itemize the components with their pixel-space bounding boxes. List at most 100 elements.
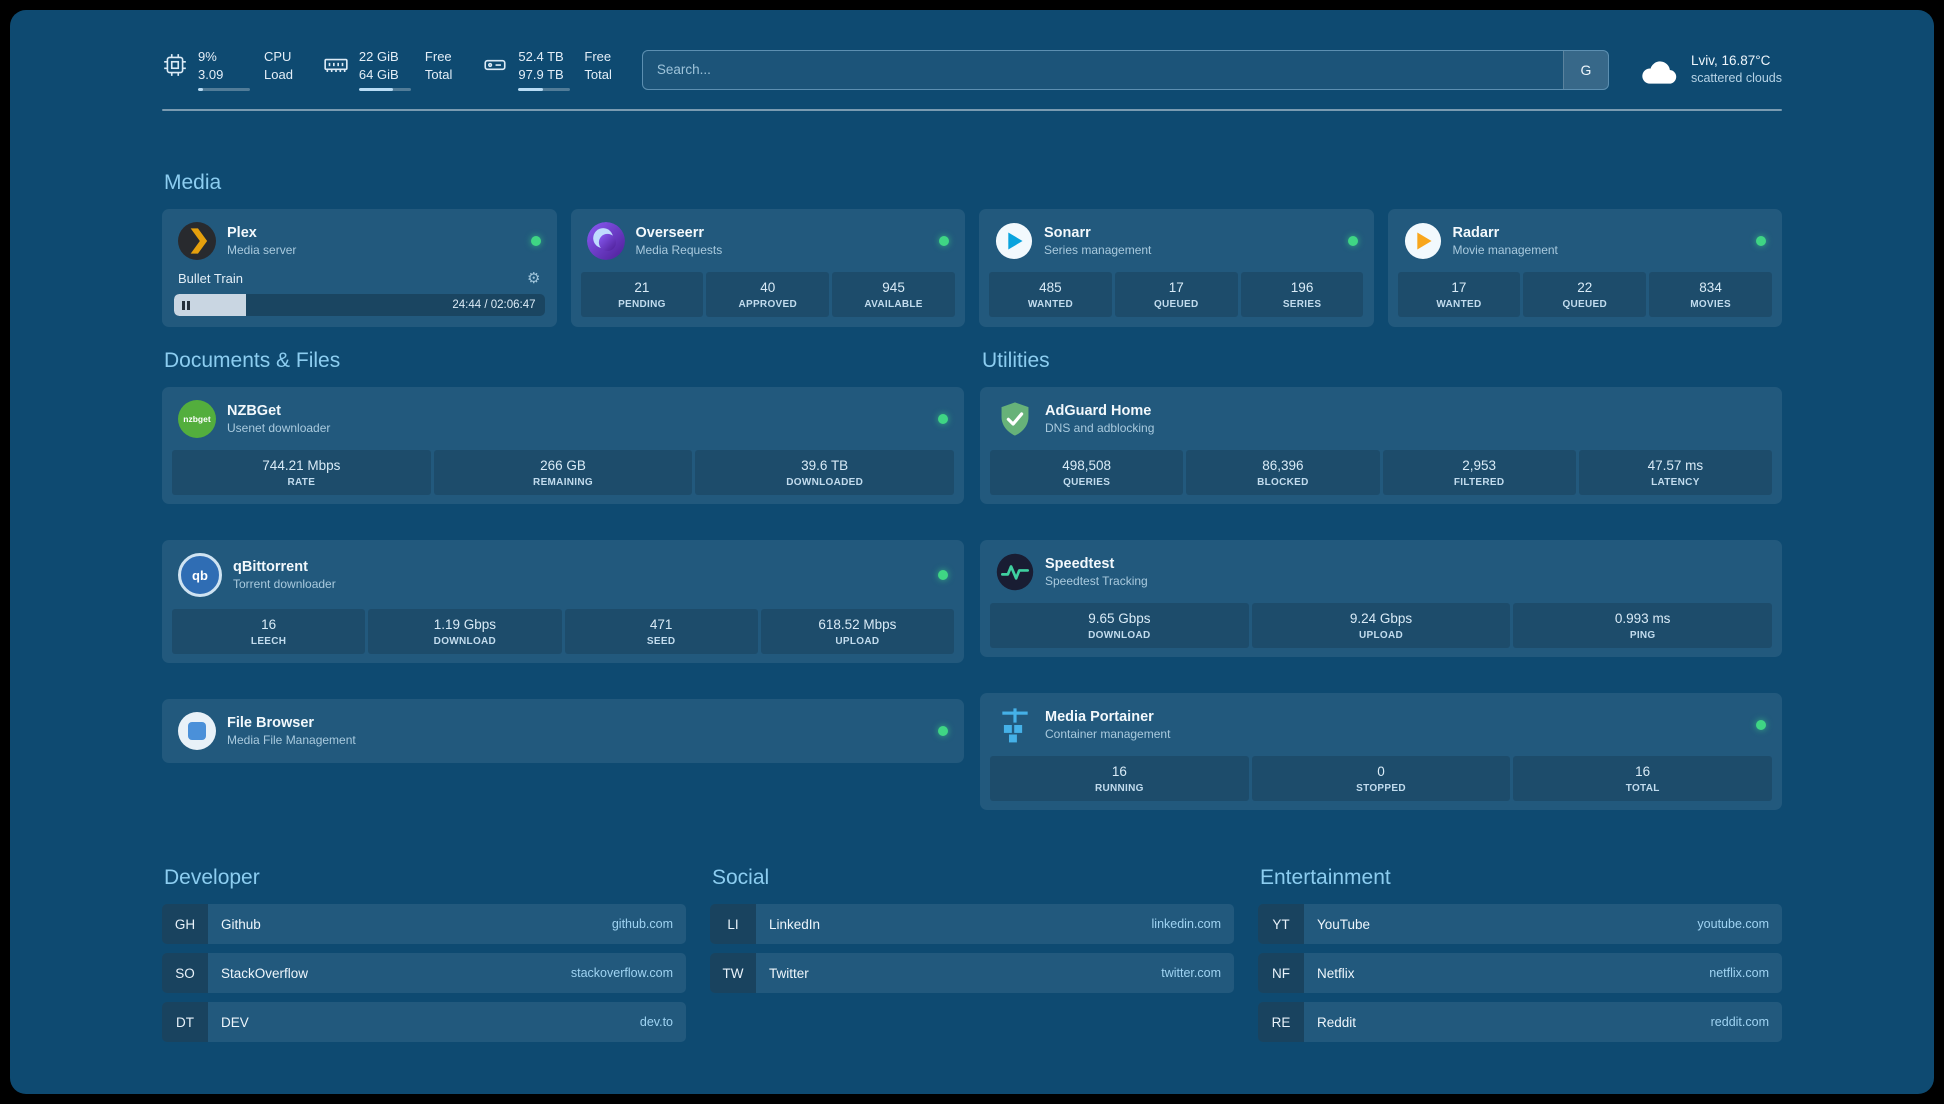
stat-pending: 21 PENDING [580, 272, 704, 318]
playback-time: 24:44 / 02:06:47 [452, 299, 536, 312]
service-link-overseerr[interactable]: Overseerr Media Requests [581, 218, 956, 264]
bookmarks: Developer GH Github github.com SO StackO… [162, 866, 1782, 1094]
stat-leech: 16 LEECH [172, 609, 366, 655]
stat-value: 945 [882, 280, 905, 296]
group-title-media: Media [164, 171, 222, 195]
stat-running: 16 RUNNING [990, 756, 1249, 802]
service-link-radarr[interactable]: Radarr Movie management [1398, 218, 1773, 264]
stat-label: APPROVED [738, 299, 797, 311]
disk-bar [518, 88, 571, 92]
service-card-portainer: Media Portainer Container management 16 … [980, 693, 1782, 811]
service-link-nzbget[interactable]: nzbget NZBGet Usenet downloader [172, 396, 954, 442]
service-card-plex: Plex Media server Bullet Train ⚙ 24:44 /… [162, 209, 557, 328]
bookmark-abbr: RE [1258, 1002, 1304, 1043]
stat-label: STOPPED [1356, 783, 1406, 795]
stat-label: RATE [287, 477, 316, 489]
stat-blocked: 86,396 BLOCKED [1186, 450, 1380, 496]
status-dot [938, 570, 948, 581]
service-stats: 485 WANTED 17 QUEUED 196 SERIES [989, 272, 1364, 318]
stat-label: DOWNLOADED [786, 477, 864, 489]
stat-label: QUEUED [1562, 299, 1608, 311]
bookmark-youtube[interactable]: YT YouTube youtube.com [1258, 904, 1782, 945]
bookmark-name: Twitter [769, 965, 809, 981]
stat-label: FILTERED [1453, 477, 1505, 489]
pause-icon[interactable] [182, 300, 190, 310]
bookmark-twitter[interactable]: TW Twitter twitter.com [710, 953, 1234, 994]
stat-movies: 834 MOVIES [1649, 272, 1772, 318]
stat-ping: 0.993 ms PING [1513, 603, 1773, 649]
progress-fill [174, 294, 247, 317]
bookmark-name: Netflix [1317, 965, 1355, 981]
search-provider-button[interactable]: G [1562, 50, 1608, 89]
service-link-speedtest[interactable]: Speedtest Speedtest Tracking [990, 549, 1772, 595]
stat-value: 0 [1377, 764, 1385, 780]
service-name: qBittorrent [233, 559, 308, 576]
filebrowser-icon [178, 712, 216, 751]
service-link-sonarr[interactable]: Sonarr Series management [989, 218, 1364, 264]
stat-upload: 618.52 Mbps UPLOAD [760, 609, 954, 655]
stat-value: 196 [1290, 280, 1314, 296]
service-stats: 9.65 Gbps DOWNLOAD 9.24 Gbps UPLOAD 0.99… [990, 603, 1773, 649]
playback-progress-bar[interactable]: 24:44 / 02:06:47 [174, 294, 545, 317]
bookmark-reddit[interactable]: RE Reddit reddit.com [1258, 1002, 1782, 1043]
service-name: Overseerr [635, 225, 705, 242]
gear-icon[interactable]: ⚙ [527, 270, 541, 288]
service-link-adguard[interactable]: AdGuard Home DNS and adblocking [990, 396, 1772, 442]
portainer-icon [996, 706, 1034, 744]
stat-label: MOVIES [1690, 299, 1731, 311]
stat-upload: 9.24 Gbps UPLOAD [1251, 603, 1511, 649]
service-title: NZBGet Usenet downloader [227, 402, 330, 436]
bookmark-github[interactable]: GH Github github.com [162, 904, 686, 945]
stat-value: 1.19 Gbps [433, 617, 497, 633]
bookmark-group-developer: Developer GH Github github.com SO StackO… [162, 866, 686, 1051]
bookmark-abbr: LI [710, 904, 756, 945]
stat-label: LATENCY [1651, 477, 1700, 489]
bookmark-abbr: SO [162, 953, 208, 994]
bookmark-linkedin[interactable]: LI LinkedIn linkedin.com [710, 904, 1234, 945]
bookmark-dev[interactable]: DT DEV dev.to [162, 1002, 686, 1043]
service-stats: 498,508 QUERIES 86,396 BLOCKED 2,953 FIL… [990, 450, 1772, 496]
service-subtitle: Movie management [1452, 243, 1558, 257]
overseerr-icon [586, 222, 625, 261]
stat-available: 945 AVAILABLE [832, 272, 955, 318]
disk-widget: 52.4 TB 97.9 TB Free Total [482, 48, 612, 92]
bookmark-stackoverflow[interactable]: SO StackOverflow stackoverflow.com [162, 953, 686, 994]
bookmark-url: dev.to [639, 1015, 673, 1030]
service-stats: 17 WANTED 22 QUEUED 834 MOVIES [1397, 272, 1773, 318]
now-playing-title: Bullet Train [178, 271, 244, 287]
service-subtitle: Series management [1044, 243, 1152, 257]
stat-label: REMAINING [533, 477, 593, 489]
stat-approved: 40 APPROVED [706, 272, 830, 318]
adguard-icon [996, 400, 1034, 438]
search-input[interactable] [642, 50, 1563, 89]
service-card-sonarr: Sonarr Series management 485 WANTED 17 Q… [979, 209, 1374, 328]
stat-value: 9.65 Gbps [1088, 611, 1151, 627]
stat-downloaded: 39.6 TB DOWNLOADED [695, 450, 955, 496]
nzbget-icon: nzbget [178, 400, 216, 439]
group-title-documents: Documents & Files [164, 349, 341, 373]
service-link-filebrowser[interactable]: File Browser Media File Management [172, 708, 954, 754]
service-link-qbittorrent[interactable]: qb qBittorrent Torrent downloader [172, 549, 954, 601]
stat-label: AVAILABLE [864, 299, 923, 311]
group-title-utilities: Utilities [982, 349, 1050, 373]
bookmark-netflix[interactable]: NF Netflix netflix.com [1258, 953, 1782, 994]
service-stats: 16 LEECH 1.19 Gbps DOWNLOAD 471 SEED 6 [172, 609, 954, 655]
service-subtitle: Torrent downloader [233, 577, 336, 591]
bookmark-url: reddit.com [1710, 1015, 1769, 1030]
service-link-portainer[interactable]: Media Portainer Container management [990, 702, 1772, 748]
now-playing-row: Bullet Train ⚙ [172, 264, 547, 288]
disk-label-1: Free [584, 49, 612, 64]
stat-label: UPLOAD [1358, 630, 1404, 642]
bookmark-name: YouTube [1317, 916, 1371, 932]
bookmark-url: stackoverflow.com [570, 966, 673, 981]
service-link-plex[interactable]: Plex Media server [172, 218, 547, 264]
bookmark-url: youtube.com [1697, 917, 1769, 932]
stat-value: 0.993 ms [1614, 611, 1671, 627]
service-title: Media Portainer Container management [1045, 708, 1170, 742]
group-media: Media Plex Media server [162, 171, 1782, 328]
bookmark-name: Github [221, 916, 261, 932]
bookmark-abbr: DT [162, 1002, 208, 1043]
stat-rate: 744.21 Mbps RATE [172, 450, 431, 496]
bookmark-title-developer: Developer [164, 866, 260, 890]
service-title: Plex Media server [227, 224, 296, 258]
